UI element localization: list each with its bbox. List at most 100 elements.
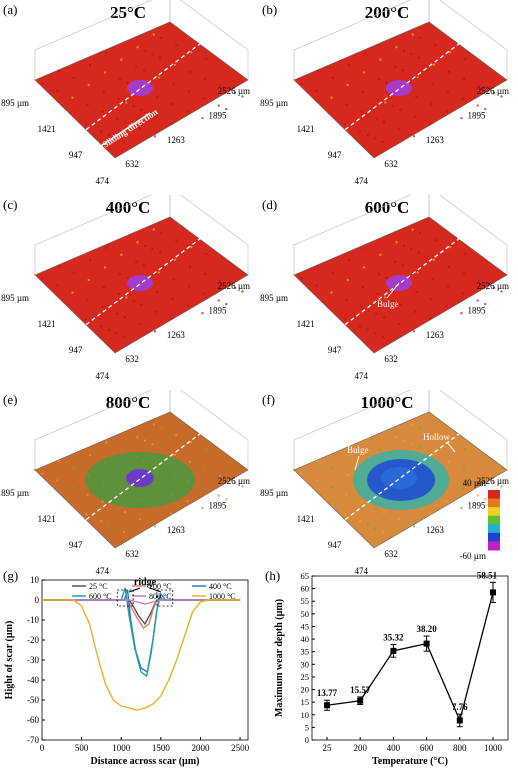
surface-speck bbox=[135, 260, 138, 264]
surface-speck bbox=[445, 499, 448, 503]
y-tick-label: 65 bbox=[301, 571, 310, 581]
surface-speck bbox=[397, 128, 401, 131]
left-axis-tick: 1895 µm bbox=[259, 488, 288, 498]
surface-speck bbox=[175, 433, 178, 437]
surface-speck bbox=[143, 49, 147, 52]
surface-speck bbox=[125, 296, 128, 299]
surface-speck bbox=[445, 109, 448, 113]
surface-speck bbox=[377, 78, 381, 81]
surface-speck bbox=[187, 90, 190, 93]
surface-speck bbox=[102, 90, 105, 94]
panel-title: 400°C bbox=[106, 198, 151, 217]
surface-speck bbox=[142, 264, 145, 267]
surface-speck bbox=[115, 332, 118, 335]
surface-speck bbox=[447, 460, 451, 464]
surface-plot-e: (e) 800°C 1895 µm 1421 947 474 2526 µm 1895 1263… bbox=[0, 381, 250, 576]
surface-speck bbox=[300, 472, 303, 475]
data-point bbox=[324, 702, 330, 709]
surface-speck bbox=[432, 258, 436, 261]
surface-speck bbox=[374, 137, 377, 140]
surface-speck bbox=[402, 244, 406, 247]
left-axis-tick: 1421 bbox=[38, 124, 56, 134]
surface-speck bbox=[401, 264, 404, 267]
surface-speck bbox=[344, 513, 347, 516]
left-axis-tick: 1421 bbox=[38, 514, 56, 524]
surface-speck bbox=[395, 241, 398, 244]
right-axis-tick: 2526 µm bbox=[477, 86, 509, 96]
left-axis-tick: 1421 bbox=[297, 319, 315, 329]
surface-speck bbox=[116, 312, 119, 315]
legend-entry: 600 °C bbox=[89, 592, 112, 601]
surface-speck bbox=[419, 36, 422, 40]
right-axis-tick: 632 bbox=[125, 354, 139, 364]
surface-speck bbox=[202, 292, 205, 295]
surface-speck bbox=[125, 101, 128, 104]
x-axis-label: Temperature (°C) bbox=[372, 756, 448, 767]
surface-speck bbox=[375, 117, 378, 120]
bulge-label: Bulge bbox=[347, 445, 369, 455]
surface-speck bbox=[160, 231, 163, 235]
surface-speck bbox=[218, 84, 222, 88]
surface-speck bbox=[190, 51, 193, 54]
surface-speck bbox=[330, 96, 333, 99]
surface-speck bbox=[171, 297, 174, 301]
surface-speck bbox=[346, 278, 349, 282]
surface-speck bbox=[477, 84, 481, 88]
surface-speck bbox=[115, 137, 118, 140]
surface-speck bbox=[123, 121, 127, 124]
surface-speck bbox=[41, 277, 44, 280]
surface-speck bbox=[429, 317, 432, 320]
surface-speck bbox=[360, 500, 363, 503]
legend-entry: 1000 °C bbox=[209, 592, 236, 601]
surface-speck bbox=[394, 65, 397, 69]
ridge-arrow bbox=[128, 587, 141, 593]
y-tick-label: -20 bbox=[27, 635, 39, 645]
surface-speck bbox=[156, 290, 159, 294]
surface-speck bbox=[101, 305, 104, 308]
y-tick-label: 55 bbox=[301, 596, 310, 606]
data-label: 38.20 bbox=[416, 624, 437, 634]
data-point bbox=[390, 647, 397, 654]
data-label: 7.76 bbox=[452, 702, 468, 712]
surface-speck bbox=[364, 246, 367, 249]
surface-speck bbox=[391, 299, 394, 303]
surface-speck bbox=[500, 290, 503, 293]
left-axis-tick: 1895 µm bbox=[0, 98, 29, 108]
surface-speck bbox=[172, 83, 175, 86]
surface-speck bbox=[138, 128, 142, 131]
surface-speck bbox=[116, 507, 119, 510]
surface-speck bbox=[347, 64, 351, 67]
ridge-label: ridge bbox=[134, 577, 157, 588]
y-tick-label: 40 bbox=[301, 634, 310, 644]
left-axis-tick: 1421 bbox=[297, 124, 315, 134]
colorbar-segment bbox=[488, 490, 500, 500]
surface-speck bbox=[376, 292, 379, 296]
wear-spot bbox=[381, 467, 417, 489]
left-axis-tick: 947 bbox=[69, 345, 83, 355]
surface-speck bbox=[138, 323, 142, 326]
surface-speck bbox=[57, 69, 60, 73]
surface-speck bbox=[477, 474, 481, 478]
surface-speck bbox=[85, 318, 88, 321]
surface-speck bbox=[153, 135, 157, 138]
surface-speck bbox=[101, 500, 104, 503]
surface-speck bbox=[417, 56, 421, 59]
surface-speck bbox=[100, 325, 103, 328]
surface-speck bbox=[315, 479, 318, 482]
left-axis-tick: 1895 µm bbox=[0, 293, 29, 303]
left-axis-tick: 1895 µm bbox=[259, 98, 288, 108]
surface-speck bbox=[71, 291, 74, 294]
surface-speck bbox=[157, 271, 160, 274]
surface-speck bbox=[376, 97, 379, 101]
panel-label: (f) bbox=[262, 392, 275, 407]
surface-speck bbox=[412, 135, 416, 138]
surface-speck bbox=[225, 497, 228, 501]
surface-speck bbox=[410, 248, 413, 251]
series-line bbox=[42, 587, 241, 678]
panel-title: 800°C bbox=[106, 393, 151, 412]
surface-speck bbox=[382, 121, 386, 124]
left-axis-tick: 947 bbox=[328, 150, 342, 160]
y-axis-label: Hight of scar (µm) bbox=[4, 621, 15, 700]
surface-speck bbox=[419, 426, 422, 430]
panel-g: (g) 10 0 -10 -20 -30 -40 -50 -60 -70 0 500 1000 1500 2… bbox=[0, 568, 260, 768]
